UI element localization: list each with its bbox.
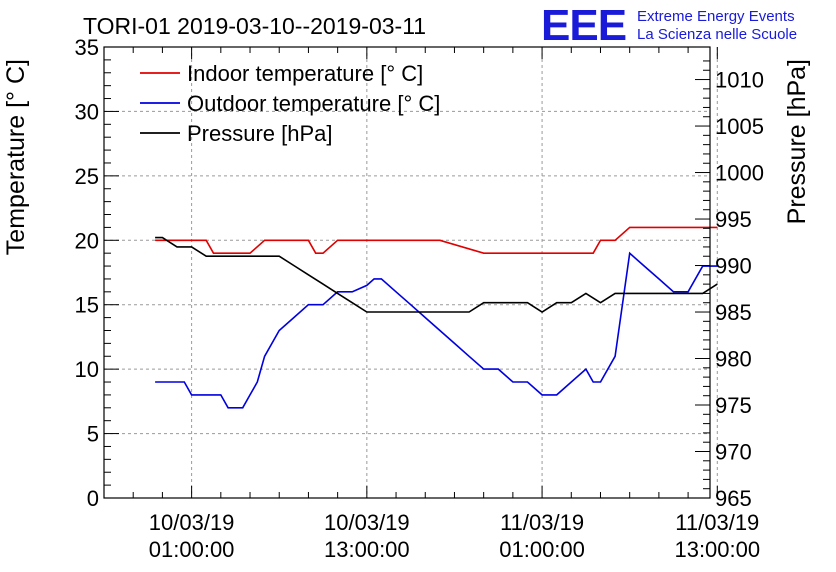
y2-axis-label: Pressure [hPa] [783, 59, 811, 224]
y2-tick-label: 980 [715, 347, 752, 372]
x-tick-label: 10/03/19 [149, 510, 235, 535]
logo-letters: EEE [541, 1, 626, 50]
y-tick-label: 30 [75, 99, 99, 124]
y2-tick-label: 1010 [715, 68, 764, 93]
logo-line2: La Scienza nelle Scuole [637, 26, 797, 43]
series-line-2 [155, 251, 718, 409]
y2-tick-label: 975 [715, 393, 752, 418]
legend-label-3: Pressure [hPa] [187, 121, 333, 146]
y2-tick-label: 965 [715, 486, 752, 511]
y-tick-label: 35 [75, 35, 99, 60]
plot-frame [103, 46, 711, 499]
y2-tick-label: 985 [715, 300, 752, 325]
logo-line1: Extreme Energy Events [637, 8, 795, 25]
eee-logo: EEE Extreme Energy Events La Scienza nel… [541, 1, 797, 50]
x-tick-label-time: 13:00:00 [674, 537, 760, 562]
y-tick-label: 25 [75, 164, 99, 189]
series-line-3 [155, 236, 718, 313]
x-tick-label: 10/03/19 [324, 510, 410, 535]
chart-title: TORI-01 2019-03-10--2019-03-11 [83, 13, 426, 39]
axes: 10/03/1901:00:0010/03/1913:00:0011/03/19… [75, 35, 764, 562]
y-tick-label: 15 [75, 293, 99, 318]
y-axis-label: Temperature [° C] [2, 59, 30, 255]
y-tick-label: 20 [75, 228, 99, 253]
plot-lines [155, 226, 718, 409]
legend-label-1: Indoor temperature [° C] [187, 61, 423, 86]
legend-label-2: Outdoor temperature [° C] [187, 91, 440, 116]
legend: Indoor temperature [° C] Outdoor temperat… [140, 61, 440, 146]
y2-tick-label: 1005 [715, 114, 764, 139]
x-tick-label: 11/03/19 [500, 510, 584, 535]
x-tick-label-time: 01:00:00 [499, 537, 585, 562]
y-tick-label: 5 [87, 422, 99, 447]
y-tick-label: 0 [87, 486, 99, 511]
x-tick-label: 11/03/19 [675, 510, 759, 535]
series-line-1 [155, 226, 718, 254]
y2-tick-label: 1000 [715, 161, 764, 186]
y2-tick-label: 990 [715, 254, 752, 279]
x-tick-label-time: 01:00:00 [149, 537, 235, 562]
y-tick-label: 10 [75, 357, 99, 382]
x-tick-label-time: 13:00:00 [324, 537, 410, 562]
y2-tick-label: 970 [715, 440, 752, 465]
y2-tick-label: 995 [715, 207, 752, 232]
